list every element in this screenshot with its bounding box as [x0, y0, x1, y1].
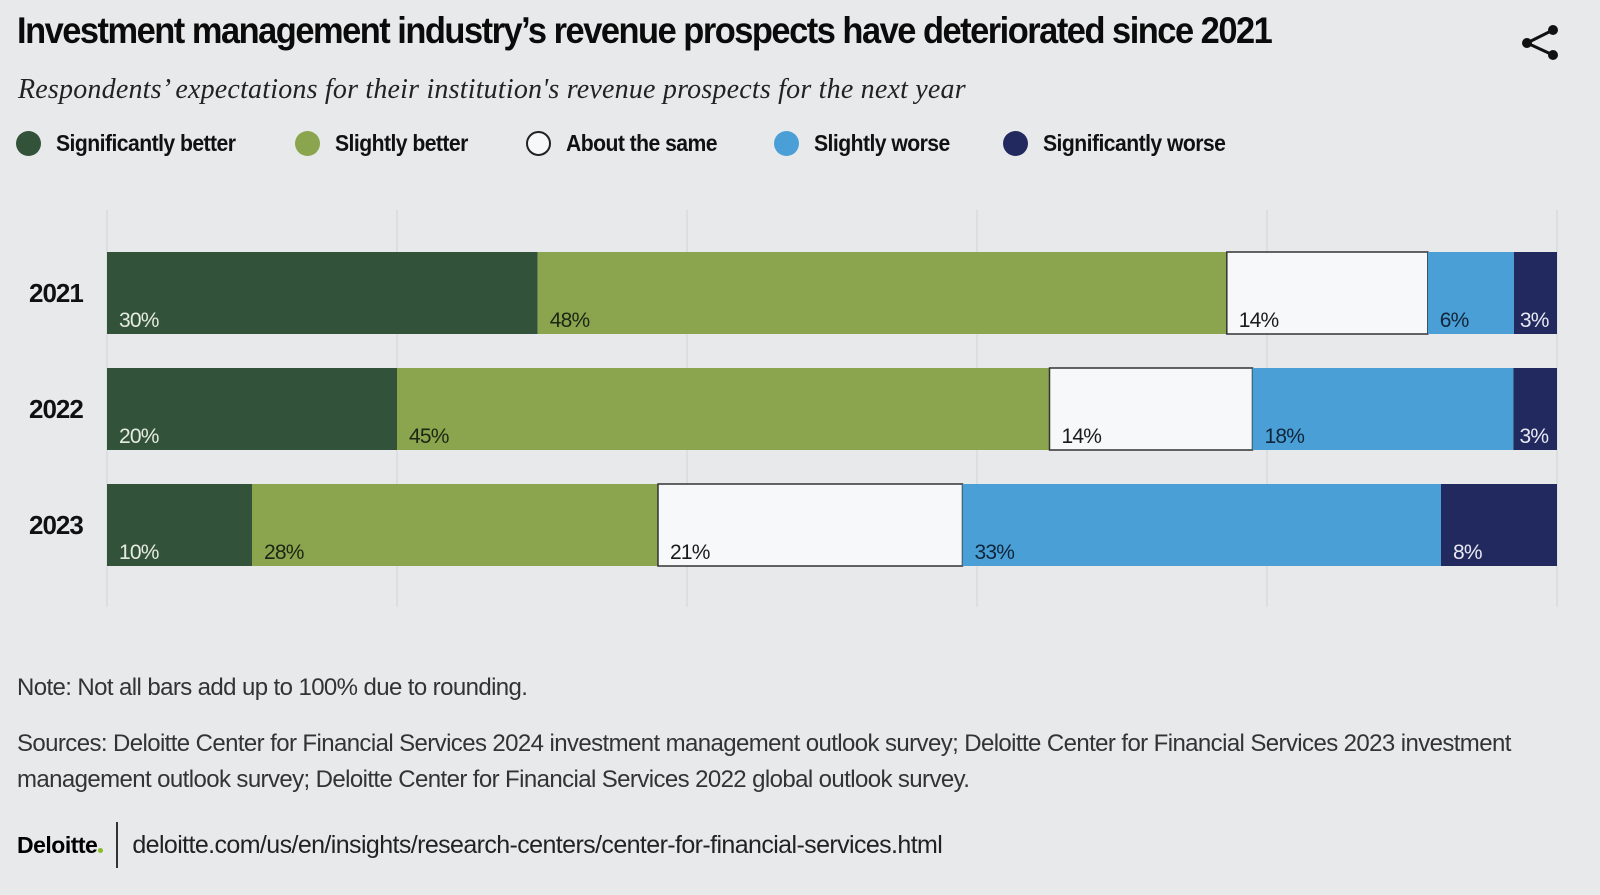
share-button[interactable] — [1520, 24, 1560, 64]
logo-text: Deloitte — [17, 831, 98, 858]
bar-value-label: 28% — [264, 541, 304, 564]
bar-segment — [1441, 484, 1557, 566]
source-url-link[interactable]: deloitte.com/us/en/insights/research-cen… — [132, 830, 943, 859]
logo-dot-icon — [98, 847, 104, 853]
bar-value-label: 18% — [1265, 425, 1305, 448]
legend-item-about-the-same: About the same — [526, 130, 730, 157]
bar-value-label: 6% — [1440, 309, 1469, 332]
bar-segment — [107, 484, 252, 566]
bar-segment — [1427, 252, 1514, 334]
bar-segment — [1513, 368, 1557, 450]
legend-label: Significantly better — [56, 130, 236, 156]
bar-segment — [1513, 252, 1557, 334]
legend-label: Slightly better — [335, 130, 468, 156]
bar-segment — [962, 484, 1441, 566]
footer-divider — [116, 822, 119, 868]
category-label: 2021 — [29, 278, 83, 308]
bar-value-label: 10% — [119, 541, 159, 564]
legend-item-slightly-better: Slightly better — [295, 130, 479, 157]
legend-swatch — [526, 131, 551, 156]
bar-segment — [657, 483, 964, 567]
footnote: Note: Not all bars add up to 100% due to… — [17, 674, 528, 701]
bar-segment — [107, 368, 397, 450]
stacked-bar-chart: 30% 48% 14% 6% 3% 20% 45% 14% 18% 3% 10% 28% 21% 33% 8… — [29, 210, 1558, 607]
legend-swatch — [774, 131, 799, 156]
category-label: 2022 — [29, 394, 83, 424]
legend-swatch — [295, 131, 320, 156]
sources-text: Sources: Deloitte Center for Financial S… — [17, 730, 1511, 793]
category-labels: 2021 2022 2023 — [29, 278, 84, 540]
legend-swatch — [16, 131, 41, 156]
bar-value-label: 3% — [1520, 425, 1549, 448]
bar-value-label: 20% — [119, 425, 159, 448]
chart-subtitle: Respondents’ expectations for their inst… — [18, 74, 966, 105]
legend-swatch — [1003, 131, 1028, 156]
bar-segment — [537, 252, 1227, 334]
legend-label: Significantly worse — [1043, 130, 1226, 156]
bar-value-label: 14% — [1239, 309, 1279, 332]
bar-value-label: 45% — [409, 425, 449, 448]
bar-value-label: 48% — [550, 309, 590, 332]
share-icon — [1522, 25, 1558, 60]
footer: Deloitte deloitte.com/us/en/insights/res… — [17, 822, 943, 868]
bar-value-label: 21% — [670, 541, 710, 564]
bar-segment — [1226, 251, 1429, 335]
legend-item-significantly-worse: Significantly worse — [1003, 130, 1241, 157]
bar-value-label: 3% — [1520, 309, 1549, 332]
deloitte-logo: Deloitte — [17, 831, 104, 859]
bar-value-label: 30% — [119, 309, 159, 332]
bar-segment — [252, 484, 658, 566]
bar-segment — [107, 252, 538, 334]
legend-item-significantly-better: Significantly better — [16, 130, 251, 157]
legend-label: Slightly worse — [814, 130, 950, 156]
bar-value-label: 8% — [1453, 541, 1482, 564]
bar-value-label: 14% — [1062, 425, 1102, 448]
bar-value-label: 33% — [975, 541, 1015, 564]
bar-segment — [1252, 368, 1514, 450]
legend-item-slightly-worse: Slightly worse — [774, 130, 962, 157]
bar-segment — [397, 368, 1050, 450]
chart-title: Investment management industry’s revenue… — [17, 10, 1273, 51]
category-label: 2023 — [29, 510, 83, 540]
legend-label: About the same — [566, 130, 718, 156]
bars: 30% 48% 14% 6% 3% 20% 45% 14% 18% 3% 10% 28% 21% 33% 8… — [107, 251, 1557, 567]
